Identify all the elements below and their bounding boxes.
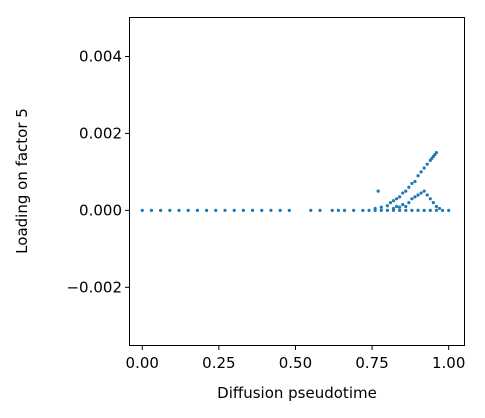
data-point bbox=[422, 208, 426, 212]
data-point bbox=[398, 205, 402, 209]
data-point bbox=[394, 204, 399, 209]
data-point bbox=[428, 208, 432, 212]
data-point bbox=[401, 202, 405, 207]
data-point bbox=[385, 208, 389, 212]
data-point bbox=[195, 208, 200, 212]
data-point bbox=[430, 156, 434, 161]
data-point bbox=[413, 195, 417, 199]
x-tick-label: 0.00 bbox=[126, 354, 159, 372]
data-point bbox=[177, 208, 181, 212]
data-point bbox=[447, 208, 451, 212]
data-point bbox=[260, 208, 264, 212]
data-point bbox=[422, 166, 426, 170]
data-point bbox=[425, 193, 429, 197]
y-axis: −0.002 0.000 0.002 0.004 bbox=[66, 47, 130, 296]
data-point bbox=[410, 208, 414, 212]
plot-frame bbox=[129, 17, 465, 346]
data-point bbox=[428, 197, 432, 201]
data-point bbox=[404, 204, 408, 209]
y-tick-label: 0.004 bbox=[79, 47, 122, 65]
x-tick-label: 1.00 bbox=[432, 354, 465, 372]
data-point bbox=[394, 197, 399, 201]
data-point bbox=[419, 170, 423, 174]
data-point bbox=[385, 204, 389, 208]
y-tick-label: 0.002 bbox=[79, 124, 122, 142]
data-point bbox=[232, 208, 236, 212]
data-point bbox=[336, 208, 340, 212]
data-point bbox=[379, 208, 383, 212]
data-point bbox=[391, 206, 396, 211]
data-point bbox=[440, 208, 445, 212]
x-axis: 0.00 0.25 0.50 0.75 1.00 bbox=[126, 345, 465, 372]
data-point bbox=[205, 208, 209, 212]
data-point bbox=[416, 193, 420, 197]
y-tick-label: 0.000 bbox=[79, 201, 122, 219]
data-point bbox=[361, 208, 365, 212]
data-point bbox=[401, 191, 405, 195]
data-point bbox=[330, 208, 334, 212]
data-point bbox=[318, 208, 322, 212]
data-point bbox=[250, 208, 255, 212]
data-point bbox=[416, 208, 420, 212]
y-axis-label: Loading on factor 5 bbox=[13, 108, 31, 254]
data-point bbox=[278, 208, 282, 212]
data-point bbox=[437, 206, 442, 211]
data-point bbox=[186, 208, 190, 212]
data-point bbox=[407, 185, 411, 189]
data-point bbox=[223, 208, 227, 212]
data-point bbox=[373, 206, 377, 211]
data-point bbox=[413, 179, 417, 184]
data-point bbox=[419, 191, 423, 195]
x-tick-label: 0.75 bbox=[355, 354, 388, 372]
data-point bbox=[416, 174, 420, 178]
data-point bbox=[149, 208, 154, 212]
data-points bbox=[140, 151, 451, 212]
data-point bbox=[159, 208, 163, 212]
data-point bbox=[425, 162, 429, 166]
data-point bbox=[287, 208, 291, 212]
data-point bbox=[407, 201, 411, 205]
data-point bbox=[367, 208, 371, 212]
data-point bbox=[342, 208, 347, 212]
data-point bbox=[433, 152, 437, 157]
data-point bbox=[388, 201, 393, 205]
x-tick-label: 0.25 bbox=[202, 354, 235, 372]
x-axis-label: Diffusion pseudotime bbox=[217, 384, 377, 402]
data-point bbox=[241, 208, 245, 212]
data-point bbox=[410, 197, 414, 201]
data-point bbox=[269, 208, 273, 212]
data-point bbox=[422, 189, 426, 193]
data-point bbox=[398, 208, 402, 212]
data-point bbox=[398, 195, 402, 199]
data-point bbox=[434, 208, 439, 212]
data-point bbox=[431, 201, 435, 205]
x-tick-label: 0.50 bbox=[279, 354, 312, 372]
data-point bbox=[140, 208, 144, 212]
data-point bbox=[391, 199, 396, 203]
data-point bbox=[404, 189, 408, 193]
data-point bbox=[410, 181, 414, 186]
data-point bbox=[404, 208, 408, 212]
data-point bbox=[214, 208, 218, 212]
data-point bbox=[434, 204, 439, 209]
data-point bbox=[352, 208, 356, 212]
y-tick-label: −0.002 bbox=[66, 278, 122, 296]
data-point bbox=[309, 208, 313, 212]
data-point bbox=[376, 189, 380, 193]
data-point bbox=[168, 208, 172, 212]
data-point bbox=[379, 205, 383, 209]
